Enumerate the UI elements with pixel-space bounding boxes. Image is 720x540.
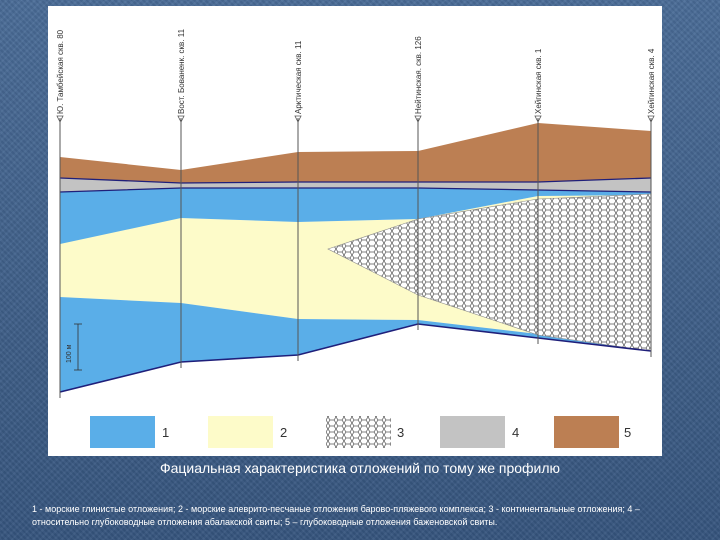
- facies-cross-section: Ю. Тамбейская скв. 80 Вост. Бованенк. ск…: [56, 28, 656, 448]
- scale-label: 100 м: [66, 344, 73, 363]
- well-label: Ю. Тамбейская скв. 80: [56, 29, 65, 114]
- well-lines: [59, 118, 652, 398]
- legend-number: 1: [162, 425, 169, 440]
- well-label: Хейгинская скв. 4: [647, 48, 656, 114]
- well-label: Вост. Бованенк. скв. 11: [177, 28, 186, 114]
- bazhenov-layer: [60, 123, 651, 183]
- legend-swatch-3: [326, 416, 391, 448]
- legend-description: 1 - морские глинистые отложения; 2 - мор…: [32, 504, 640, 527]
- legend-swatch-4: [440, 416, 505, 448]
- legend-swatch-2: [208, 416, 273, 448]
- well-label: Нейтинская. скв. 126: [414, 36, 423, 114]
- clay-top-line: [59, 187, 652, 193]
- legend-number: 3: [397, 425, 404, 440]
- well-marker-icon: [647, 115, 655, 123]
- legend-swatch-1: [90, 416, 155, 448]
- scale-bar: 100 м: [66, 323, 82, 371]
- legend-swatch-5: [554, 416, 619, 448]
- well-marker-icon: [177, 115, 185, 123]
- lower-clay-layer: [60, 297, 651, 392]
- facies-legend: 1 2 3 4 5: [90, 416, 631, 448]
- well-marker-icon: [414, 115, 422, 123]
- legend-number: 4: [512, 425, 519, 440]
- legend-number: 5: [624, 425, 631, 440]
- legend-number: 2: [280, 425, 287, 440]
- well-marker-icon: [294, 115, 302, 123]
- well-marker-icon: [56, 115, 64, 123]
- figure-panel: Ю. Тамбейская скв. 80 Вост. Бованенк. ск…: [48, 6, 662, 456]
- well-marker-icon: [534, 115, 542, 123]
- well-label: Хейгинская скв. 1: [534, 48, 543, 114]
- figure-caption: Фациальная характеристика отложений по т…: [159, 460, 561, 476]
- base-boundary-line: [59, 323, 652, 393]
- abalak-top-line: [59, 177, 652, 184]
- well-markers: [56, 115, 655, 123]
- upper-clay-layer: [60, 188, 651, 244]
- abalak-layer: [60, 178, 651, 192]
- well-label: Арктическая скв. 11: [294, 40, 303, 114]
